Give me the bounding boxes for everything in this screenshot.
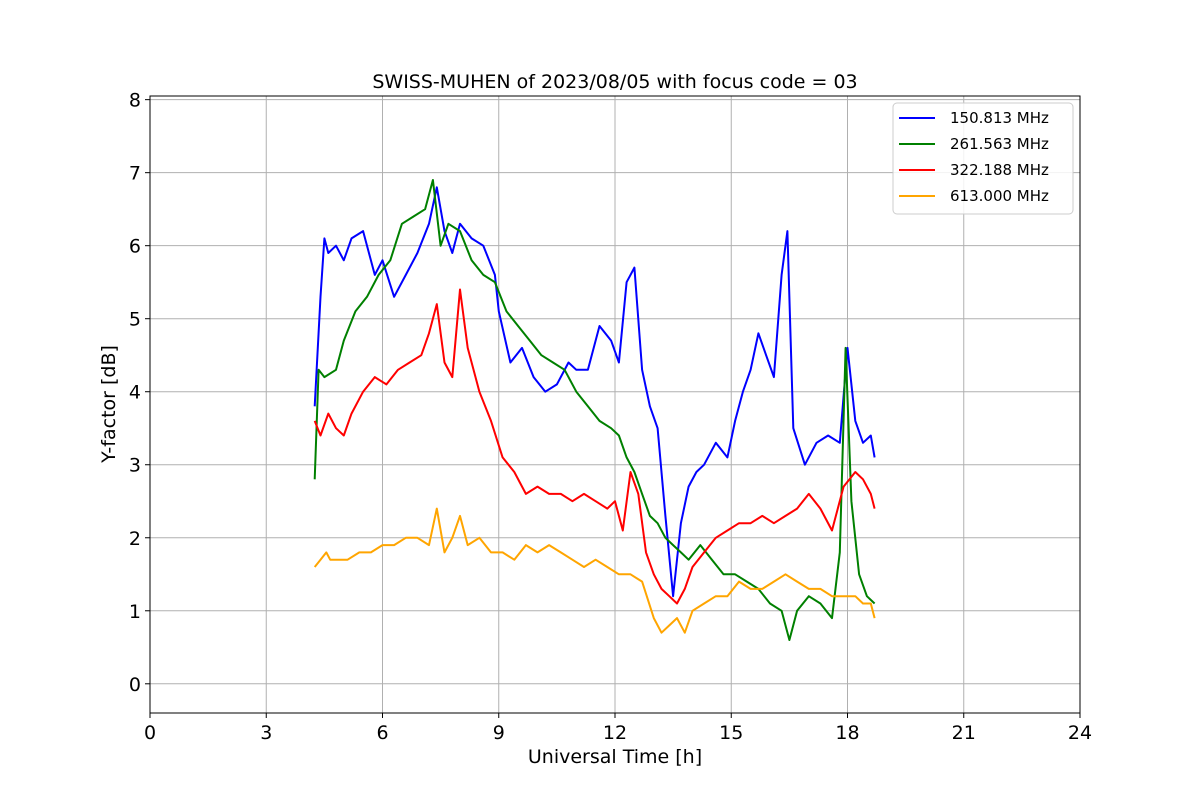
x-axis-ticks: 0 3 6 9 12 15 18 21 24 — [144, 713, 1092, 744]
x-tick-label: 21 — [952, 722, 976, 744]
y-tick-label: 1 — [129, 601, 141, 623]
y-tick-label: 0 — [129, 674, 141, 696]
x-tick-label: 15 — [719, 722, 743, 744]
legend-label: 261.563 MHz — [950, 135, 1049, 153]
x-tick-label: 6 — [376, 722, 388, 744]
x-tick-label: 18 — [835, 722, 859, 744]
x-tick-label: 3 — [260, 722, 272, 744]
y-tick-label: 6 — [129, 236, 141, 258]
x-axis-label: Universal Time [h] — [528, 746, 702, 768]
y-tick-label: 7 — [129, 163, 141, 185]
x-tick-label: 12 — [603, 722, 627, 744]
y-axis-label: Y-factor [dB] — [98, 345, 120, 464]
x-tick-label: 0 — [144, 722, 156, 744]
y-tick-label: 3 — [129, 455, 141, 477]
legend-label: 322.188 MHz — [950, 161, 1049, 179]
series-line-322-188-mhz — [313, 288, 876, 605]
y-tick-label: 5 — [129, 309, 141, 331]
series-group — [313, 179, 876, 641]
legend: 150.813 MHz 261.563 MHz 322.188 MHz 613.000… — [892, 102, 1074, 215]
y-tick-label: 2 — [129, 528, 141, 550]
series-line-613-000-mhz — [313, 507, 876, 634]
y-tick-label: 8 — [129, 90, 141, 112]
chart-title: SWISS-MUHEN of 2023/08/05 with focus cod… — [372, 71, 857, 93]
legend-label: 150.813 MHz — [950, 109, 1049, 127]
legend-label: 613.000 MHz — [950, 187, 1049, 205]
series-line-150-813-mhz — [313, 186, 876, 598]
y-axis-ticks: 0 1 2 3 4 5 6 7 8 — [129, 90, 150, 696]
legend-box — [892, 102, 1074, 215]
x-tick-label: 24 — [1068, 722, 1092, 744]
series-line-261-563-mhz — [313, 179, 876, 641]
x-tick-label: 9 — [493, 722, 505, 744]
y-tick-label: 4 — [129, 382, 141, 404]
